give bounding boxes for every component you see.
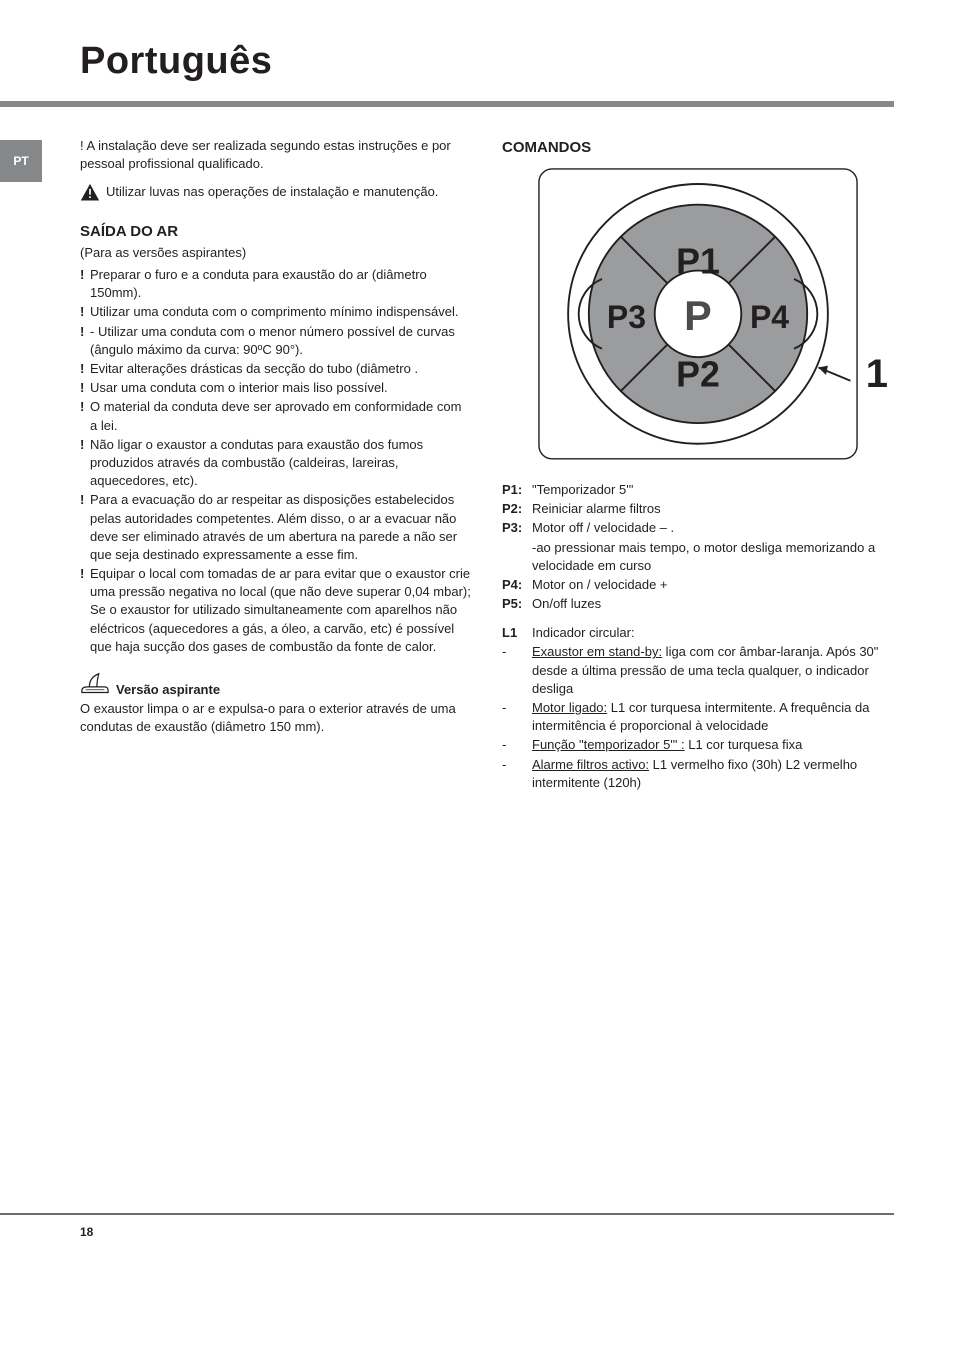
bang-item: !- Utilizar uma conduta com o menor núme… xyxy=(80,323,472,359)
note-book-icon xyxy=(80,670,110,700)
right-column: COMANDOS xyxy=(502,137,894,793)
l1-item-body: Motor ligado: L1 cor turquesa intermiten… xyxy=(532,699,894,735)
l1-item: -Alarme filtros activo: L1 vermelho fixo… xyxy=(502,756,894,792)
dash: - xyxy=(502,699,532,735)
p-def-key: P2: xyxy=(502,500,532,518)
p-def-val: Motor off / velocidade – . xyxy=(532,519,894,537)
bang-text: Evitar alterações drásticas da secção do… xyxy=(90,360,472,378)
p-def-row: P2:Reiniciar alarme filtros xyxy=(502,500,894,518)
l1-item-body: Exaustor em stand-by: liga com cor âmbar… xyxy=(532,643,894,698)
warning-text: Utilizar luvas nas operações de instalaç… xyxy=(106,183,438,201)
bang-item: !Evitar alterações drásticas da secção d… xyxy=(80,360,472,378)
bang-mark: ! xyxy=(80,303,90,321)
bang-mark: ! xyxy=(80,379,90,397)
versao-title: Versão aspirante xyxy=(116,681,220,699)
page: PT Português ! A instalação deve ser rea… xyxy=(0,0,954,1279)
p-def-val: "Temporizador 5'" xyxy=(532,481,894,499)
l1-key: L1 xyxy=(502,624,532,642)
language-tab: PT xyxy=(0,140,42,182)
l1-item-underline: Função "temporizador 5'" : xyxy=(532,737,685,752)
bang-list: !Preparar o furo e a conduta para exaust… xyxy=(80,266,472,656)
l1-item-body: Alarme filtros activo: L1 vermelho fixo … xyxy=(532,756,894,792)
bang-text: Equipar o local com tomadas de ar para e… xyxy=(90,565,472,656)
p-def-val-cont: -ao pressionar mais tempo, o motor desli… xyxy=(532,539,894,575)
l1-row: L1 Indicador circular: xyxy=(502,624,894,642)
bang-text: Utilizar uma conduta com o comprimento m… xyxy=(90,303,472,321)
bang-text: - Utilizar uma conduta com o menor númer… xyxy=(90,323,472,359)
bang-text: Para a evacuação do ar respeitar as disp… xyxy=(90,491,472,564)
p-def-val: On/off luzes xyxy=(532,595,894,613)
p-def-row: P5:On/off luzes xyxy=(502,595,894,613)
columns: ! A instalação deve ser realizada segund… xyxy=(0,137,894,793)
note-row: Versão aspirante xyxy=(80,670,472,700)
bang-mark: ! xyxy=(80,360,90,378)
bang-item: !O material da conduta deve ser aprovado… xyxy=(80,398,472,434)
bang-item: !Utilizar uma conduta com o comprimento … xyxy=(80,303,472,321)
left-column: ! A instalação deve ser realizada segund… xyxy=(80,137,472,793)
bang-item: !Equipar o local com tomadas de ar para … xyxy=(80,565,472,656)
versao-text: O exaustor limpa o ar e expulsa-o para o… xyxy=(80,700,472,736)
p-def-row: P4:Motor on / velocidade + xyxy=(502,576,894,594)
title-rule xyxy=(0,101,894,107)
bang-mark: ! xyxy=(80,398,90,434)
bottom-rule xyxy=(0,1213,894,1215)
saida-heading: SAÍDA DO AR xyxy=(80,221,472,242)
dial-arrow-label: 1 xyxy=(866,346,888,402)
comandos-heading: COMANDOS xyxy=(502,137,894,158)
p-def-row: P3:Motor off / velocidade – . xyxy=(502,519,894,537)
p-def-val: Motor on / velocidade + xyxy=(532,576,894,594)
dial-label-center: P xyxy=(684,293,712,339)
p-def-key: P3: xyxy=(502,519,532,537)
saida-sub: (Para as versões aspirantes) xyxy=(80,244,472,262)
l1-bullets: -Exaustor em stand-by: liga com cor âmba… xyxy=(502,643,894,792)
l1-item: -Motor ligado: L1 cor turquesa intermite… xyxy=(502,699,894,735)
l1-item-underline: Alarme filtros activo: xyxy=(532,757,649,772)
page-title: Português xyxy=(80,40,894,83)
dial-label-p4: P4 xyxy=(750,299,789,335)
l1-item-underline: Exaustor em stand-by: xyxy=(532,644,662,659)
dial-label-p1: P1 xyxy=(676,241,720,281)
bang-item: !Usar uma conduta com o interior mais li… xyxy=(80,379,472,397)
dial-label-p2: P2 xyxy=(676,354,720,394)
p-def-val: Reiniciar alarme filtros xyxy=(532,500,894,518)
dash: - xyxy=(502,736,532,754)
p-def-key: P1: xyxy=(502,481,532,499)
l1-item: -Exaustor em stand-by: liga com cor âmba… xyxy=(502,643,894,698)
l1-item: -Função "temporizador 5'" : L1 cor turqu… xyxy=(502,736,894,754)
dial-panel: P1 P2 P3 P4 P 1 xyxy=(502,168,894,465)
p-def-row: P1:"Temporizador 5'" xyxy=(502,481,894,499)
l1-item-body: Função "temporizador 5'" : L1 cor turque… xyxy=(532,736,802,754)
p-def-key: P4: xyxy=(502,576,532,594)
page-number: 18 xyxy=(80,1225,894,1239)
bang-text: Preparar o furo e a conduta para exaustã… xyxy=(90,266,472,302)
l1-item-underline: Motor ligado: xyxy=(532,700,607,715)
bang-mark: ! xyxy=(80,323,90,359)
warning-row: Utilizar luvas nas operações de instalaç… xyxy=(80,183,472,207)
bang-item: !Não ligar o exaustor a condutas para ex… xyxy=(80,436,472,491)
dial-svg: P1 P2 P3 P4 P xyxy=(538,168,858,460)
p-def-key: P5: xyxy=(502,595,532,613)
dash: - xyxy=(502,756,532,792)
p-def-row-cont: -ao pressionar mais tempo, o motor desli… xyxy=(502,539,894,575)
bang-item: !Preparar o furo e a conduta para exaust… xyxy=(80,266,472,302)
bang-mark: ! xyxy=(80,436,90,491)
intro-text: ! A instalação deve ser realizada segund… xyxy=(80,137,472,173)
p-definitions: P1:"Temporizador 5'"P2:Reiniciar alarme … xyxy=(502,481,894,613)
bang-text: Usar uma conduta com o interior mais lis… xyxy=(90,379,472,397)
bang-mark: ! xyxy=(80,266,90,302)
bang-text: O material da conduta deve ser aprovado … xyxy=(90,398,472,434)
bang-mark: ! xyxy=(80,491,90,564)
dial-label-p3: P3 xyxy=(607,299,646,335)
l1-item-rest: L1 cor turquesa fixa xyxy=(685,737,803,752)
bang-mark: ! xyxy=(80,565,90,656)
warning-triangle-icon xyxy=(80,183,100,207)
dash: - xyxy=(502,643,532,698)
bang-text: Não ligar o exaustor a condutas para exa… xyxy=(90,436,472,491)
bang-item: !Para a evacuação do ar respeitar as dis… xyxy=(80,491,472,564)
l1-text: Indicador circular: xyxy=(532,624,894,642)
